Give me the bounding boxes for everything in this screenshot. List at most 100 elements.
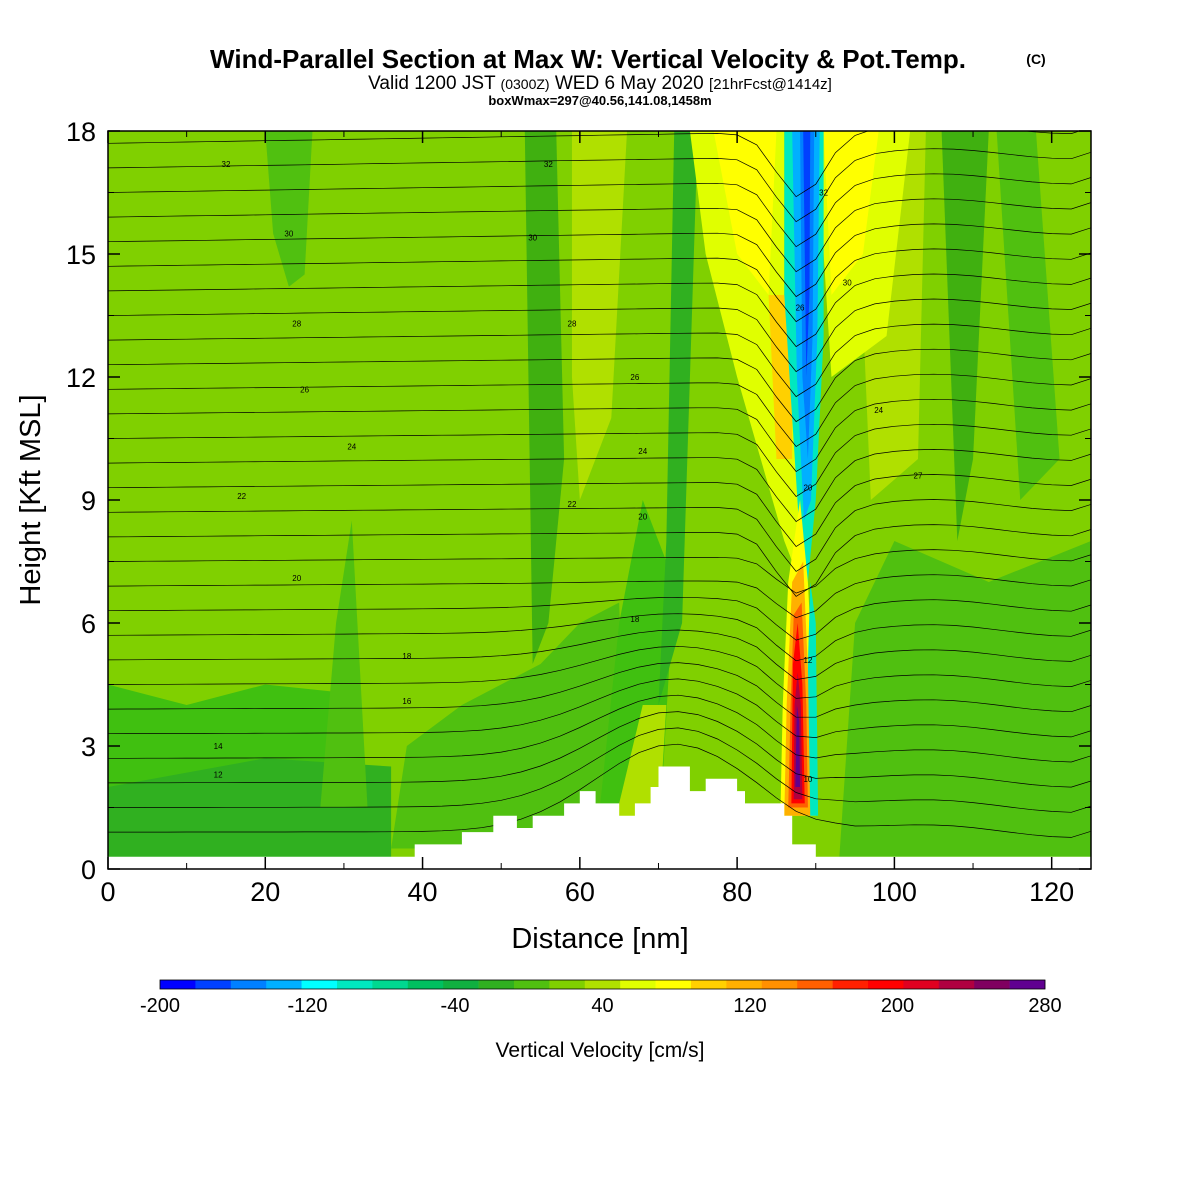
colorbar-tick-label: -120	[287, 995, 327, 1017]
theta-contour	[108, 613, 1091, 662]
valid-time-line: Valid 1200 JST (0300Z) WED 6 May 2020 [2…	[368, 73, 832, 94]
y-tick-label: 6	[81, 609, 96, 639]
w-band-updraft-max	[795, 705, 801, 787]
theta-label-text: 30	[284, 230, 293, 239]
theta-label-text: 12	[214, 771, 223, 780]
theta-contour	[108, 323, 1091, 398]
y-tick-label: 15	[66, 240, 96, 270]
theta-contour	[108, 298, 1091, 373]
theta-label-text: 18	[402, 652, 411, 661]
valid-date: WED 6 May 2020	[555, 73, 704, 94]
theta-label-text: 30	[843, 279, 852, 288]
theta-label: 24	[638, 447, 647, 456]
theta-label-text: 28	[292, 320, 301, 329]
theta-label: 22	[568, 500, 577, 509]
theta-contour	[108, 449, 1091, 522]
theta-label: 14	[214, 742, 223, 751]
colorbar-swatch	[443, 980, 479, 989]
theta-label: 24	[874, 406, 883, 415]
theta-contour	[108, 273, 1091, 348]
theta-label-text: 27	[914, 471, 923, 480]
x-tick-label: 100	[872, 877, 917, 907]
x-tick-label: 60	[565, 877, 595, 907]
theta-label: 10	[803, 775, 812, 784]
colorbar-swatch	[797, 980, 833, 989]
w-band-yellow-core-left	[713, 131, 777, 295]
theta-label-text: 32	[544, 160, 553, 169]
theta-label-text: 32	[819, 189, 828, 198]
theta-contour	[108, 743, 1091, 838]
theta-label: 32	[222, 160, 231, 169]
w-band-right-low	[839, 541, 1091, 857]
theta-label: 28	[292, 320, 301, 329]
theta-contour	[108, 423, 1091, 497]
chart-title: Wind-Parallel Section at Max W: Vertical…	[210, 44, 966, 74]
y-axis: 0 3 6 9 12 15 18	[66, 117, 1091, 885]
colorbar-swatch	[478, 980, 515, 989]
theta-label: 22	[237, 492, 246, 501]
copyright-mark: (C)	[1026, 51, 1045, 67]
theta-contour	[108, 524, 1091, 597]
theta-contour	[108, 223, 1091, 298]
w-band-yellow-green-1	[571, 131, 628, 500]
colorbar-tick-label: -200	[140, 995, 180, 1017]
theta-contour	[108, 373, 1091, 447]
theta-contour	[108, 574, 1091, 619]
colorbar-swatch	[195, 980, 232, 989]
theta-contour	[108, 549, 1091, 594]
y-tick-label: 12	[66, 363, 96, 393]
colorbar-tick-label: 120	[733, 995, 766, 1017]
theta-contour	[108, 596, 1091, 641]
theta-label: 30	[528, 234, 537, 243]
colorbar-swatch	[691, 980, 727, 989]
theta-contour	[108, 645, 1091, 699]
w-band-right-column	[941, 131, 989, 541]
colorbar-swatch	[868, 980, 904, 989]
theta-label: 32	[544, 160, 553, 169]
terrain-mask	[108, 766, 1091, 869]
vertical-velocity-field	[108, 131, 1091, 869]
w-band-mid-column	[524, 131, 565, 664]
theta-label-text: 24	[874, 406, 883, 415]
potential-temperature-contours: 32 30 28 26 24 22 20 18 16 14 12 32 30 28 26 24 22 20 18 32…	[108, 131, 1091, 838]
colorbar-swatch	[938, 980, 975, 989]
colorbar-tick-label: 280	[1028, 995, 1061, 1017]
colorbar-swatch	[1009, 980, 1046, 989]
theta-label-text: 22	[237, 492, 246, 501]
w-band-yellow-left-flank	[689, 131, 801, 582]
w-band-lower-left-2	[108, 758, 392, 869]
theta-label: 32	[819, 189, 828, 198]
theta-label: 26	[796, 303, 805, 312]
forecast-info: [21hrFcst@1414z]	[709, 76, 832, 93]
colorbar-swatch	[903, 980, 940, 989]
theta-label-text: 24	[638, 447, 647, 456]
colorbar-swatch	[337, 980, 373, 989]
theta-label-text: 14	[214, 742, 223, 751]
theta-label-text: 20	[638, 512, 647, 521]
y-axis-label: Height [Kft MSL]	[15, 394, 47, 605]
theta-label: 30	[843, 279, 852, 288]
colorbar-swatch	[549, 980, 586, 989]
w-band-mid-low	[391, 602, 628, 849]
theta-label: 24	[347, 443, 356, 452]
box-info: boxWmax=297@40.56,141.08,1458m	[488, 93, 711, 108]
colorbar-swatch	[514, 980, 550, 989]
theta-contour	[108, 711, 1091, 788]
y-tick-label: 3	[81, 732, 96, 762]
theta-label-text: 26	[300, 385, 309, 394]
y-tick-label: 0	[81, 855, 96, 885]
theta-label-text: 32	[222, 160, 231, 169]
theta-label: 28	[568, 320, 577, 329]
theta-contour	[108, 629, 1091, 680]
colorbar-swatch	[372, 980, 409, 989]
theta-label: 16	[402, 697, 411, 706]
colorbar-swatch	[832, 980, 869, 989]
plot-area: 32 30 28 26 24 22 20 18 16 14 12 32 30 28 26 24 22 20 18 32…	[108, 131, 1091, 869]
theta-contour	[108, 131, 1081, 198]
w-band-left-column	[320, 520, 368, 808]
x-axis-label: Distance [nm]	[511, 923, 688, 955]
y-tick-label: 18	[66, 117, 96, 147]
w-band-green-strip	[658, 131, 698, 705]
colorbar-swatch	[974, 980, 1010, 989]
